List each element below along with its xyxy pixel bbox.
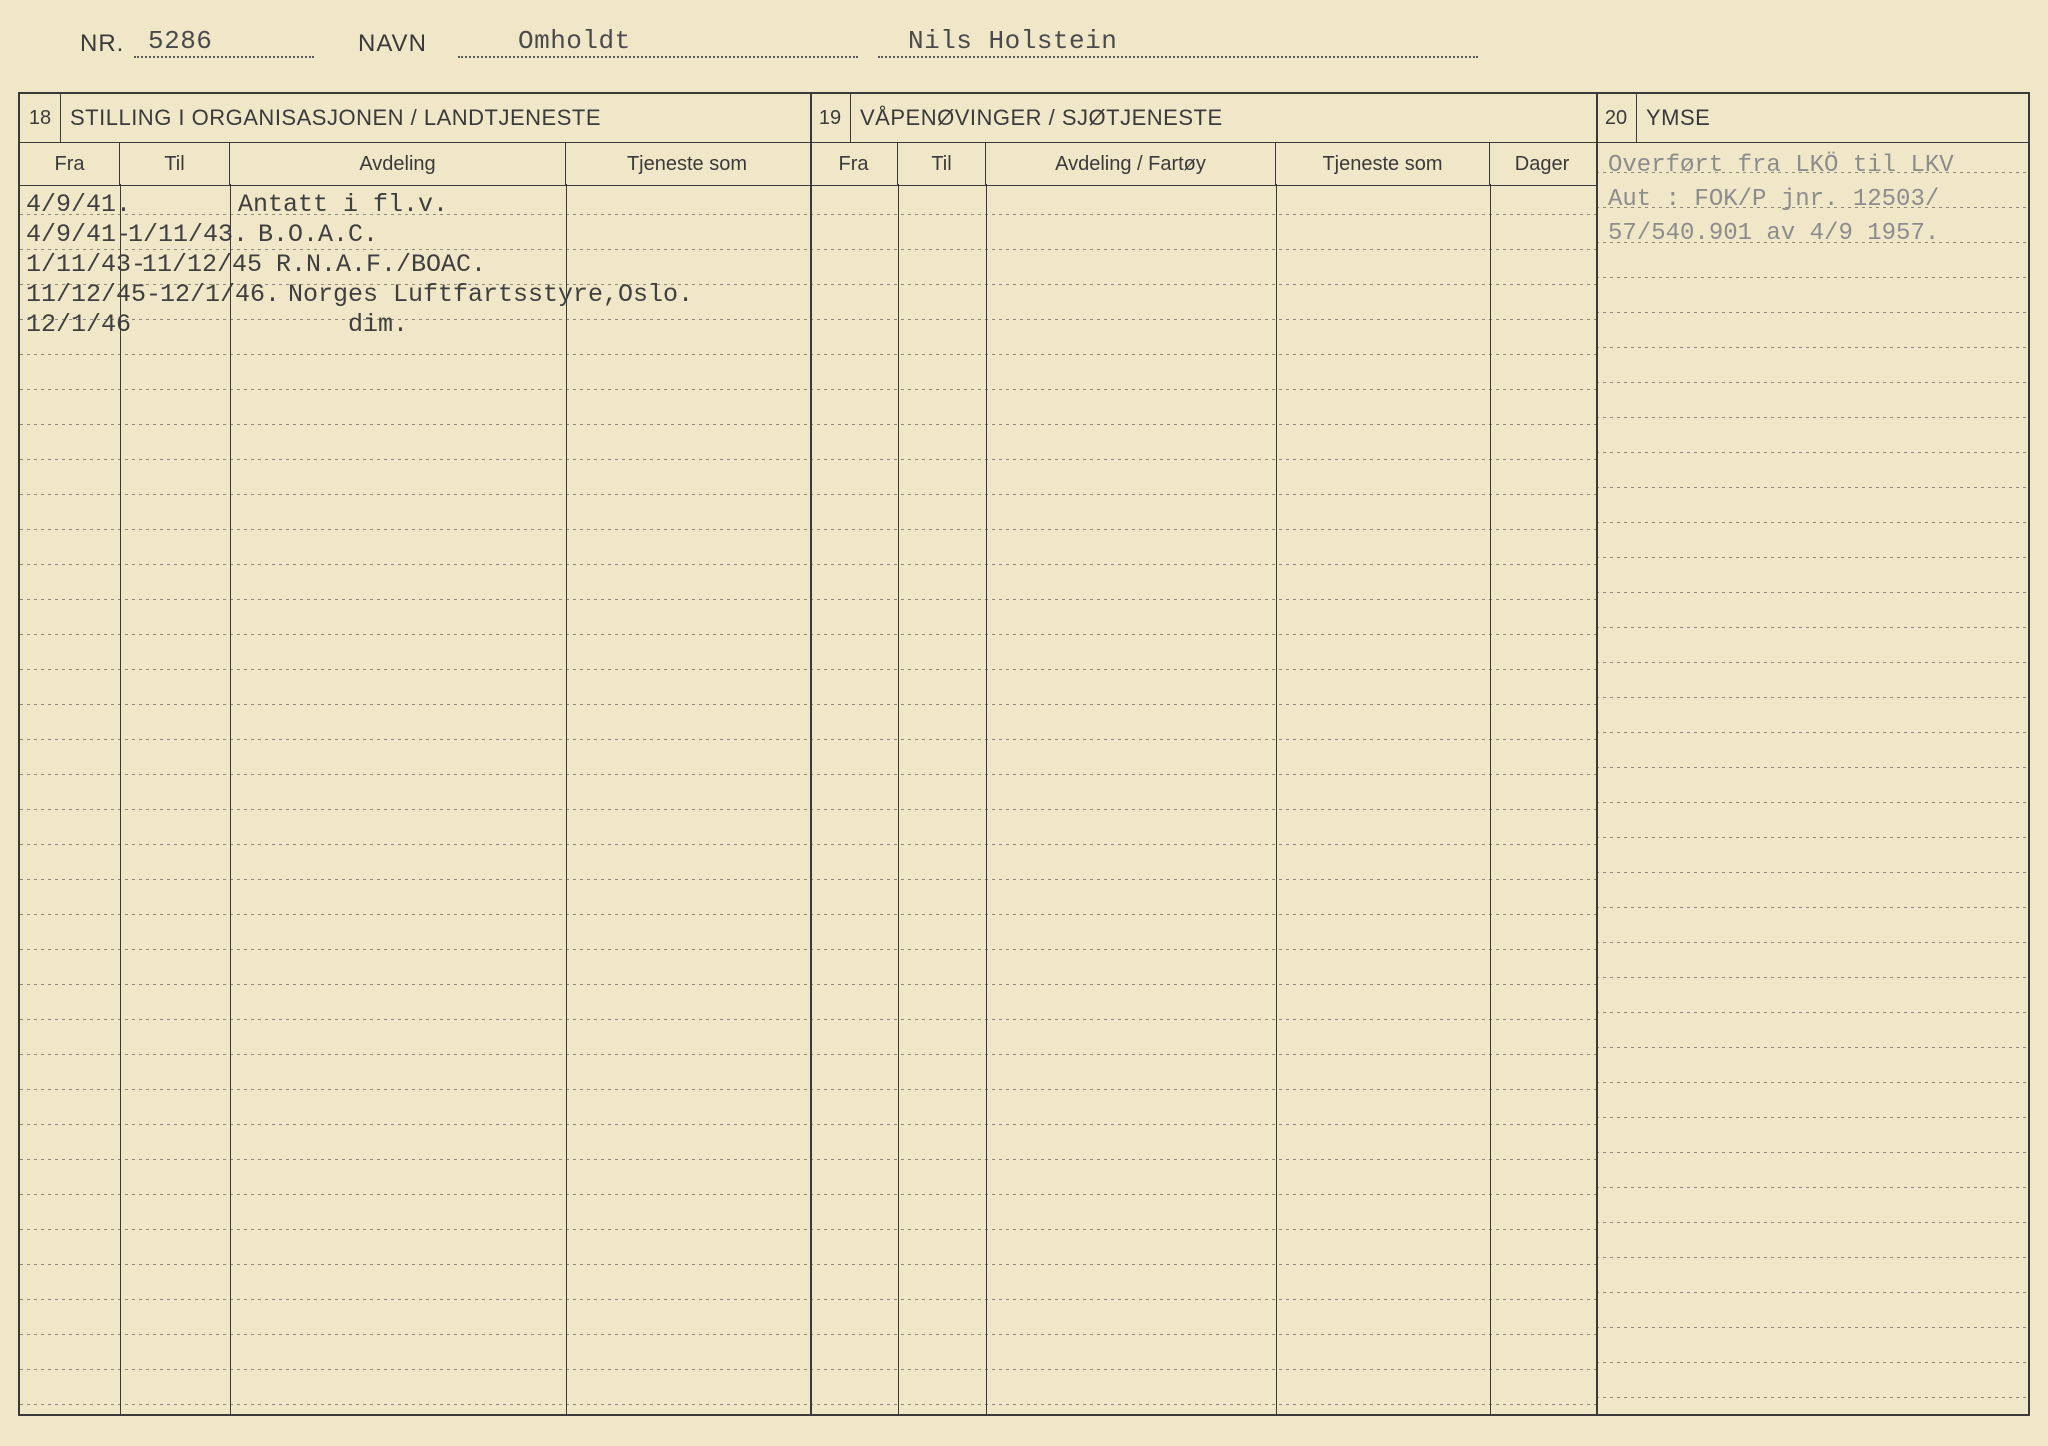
col19-vline-4 [1490, 184, 1491, 1414]
nr-underline [134, 24, 314, 58]
col19-avd-label: Avdeling / Fartøy [986, 143, 1276, 185]
r1-avd: B.O.A.C. [258, 220, 378, 249]
section-18: 18 STILLING I ORGANISASJONEN / LANDTJENE… [20, 94, 812, 1414]
section-19-subheader: Fra Til Avdeling / Fartøy Tjeneste som D… [810, 143, 1596, 186]
col18-vline-3 [566, 184, 567, 1414]
r0-avd: Antatt i fl.v. [238, 190, 448, 219]
col18-vline-1 [120, 184, 121, 1414]
r3-avd: Norges Luftfartsstyre,Oslo. [288, 280, 693, 309]
section-18-body: 4/9/41. Antatt i fl.v. 4/9/41- 1/11/43. … [20, 184, 810, 1414]
col19-vline-1 [898, 184, 899, 1414]
index-card: NR. 5286 NAVN Omholdt Nils Holstein 18 S… [0, 0, 2048, 1446]
section-18-title-row: 18 STILLING I ORGANISASJONEN / LANDTJENE… [20, 94, 810, 143]
section-20-title-row: 20 YMSE [1596, 94, 2028, 143]
r3-til: 12/1/46. [160, 280, 280, 309]
col18-vline-2 [230, 184, 231, 1414]
section-20-dotlines [1596, 142, 2028, 1414]
main-frame: 18 STILLING I ORGANISASJONEN / LANDTJENE… [18, 92, 2030, 1416]
ymse-line-1: Aut : FOK/P jnr. 12503/ [1608, 186, 1939, 213]
r2-fra: 1/11/43- [26, 250, 146, 279]
col18-avd-label: Avdeling [230, 143, 566, 185]
section-19-title: VÅPENØVINGER / SJØTJENESTE [860, 94, 1592, 142]
card-header: NR. 5286 NAVN Omholdt Nils Holstein [18, 24, 2030, 80]
section-19-num: 19 [810, 94, 851, 142]
col19-vline-3 [1276, 184, 1277, 1414]
r1-til: 1/11/43. [128, 220, 248, 249]
section-19-body [810, 184, 1596, 1414]
section-19-title-row: 19 VÅPENØVINGER / SJØTJENESTE [810, 94, 1596, 143]
section-18-title: STILLING I ORGANISASJONEN / LANDTJENESTE [70, 94, 806, 142]
section-18-subheader: Fra Til Avdeling Tjeneste som [20, 143, 810, 186]
col19-tjen-label: Tjeneste som [1276, 143, 1490, 185]
col19-til-label: Til [898, 143, 986, 185]
surname-underline [458, 24, 858, 58]
section-20: 20 YMSE Overført fra LKÖ til LKV Aut : F… [1596, 94, 2028, 1414]
ymse-line-0: Overført fra LKÖ til LKV [1608, 152, 1954, 179]
col19-vline-2 [986, 184, 987, 1414]
section-20-num: 20 [1596, 94, 1637, 142]
ymse-line-2: 57/540.901 av 4/9 1957. [1608, 220, 1939, 247]
col18-tjen-label: Tjeneste som [566, 143, 808, 185]
section-20-title: YMSE [1646, 94, 2024, 142]
section-18-dotlines [20, 184, 810, 1414]
section-20-body: Overført fra LKÖ til LKV Aut : FOK/P jnr… [1596, 142, 2028, 1414]
section-19: 19 VÅPENØVINGER / SJØTJENESTE Fra Til Av… [810, 94, 1598, 1414]
col19-dag-label: Dager [1490, 143, 1594, 185]
r4-avd: dim. [258, 310, 408, 339]
nr-label: NR. [80, 30, 124, 58]
col19-fra-label: Fra [810, 143, 898, 185]
navn-label: NAVN [358, 30, 427, 58]
section-18-num: 18 [20, 94, 61, 142]
r4-fra: 12/1/46 [26, 310, 131, 339]
given-names-underline [878, 24, 1478, 58]
col18-fra-label: Fra [20, 143, 120, 185]
col18-til-label: Til [120, 143, 230, 185]
r1-fra: 4/9/41- [26, 220, 131, 249]
section-19-dotlines [810, 184, 1596, 1414]
r2-avd: R.N.A.F./BOAC. [276, 250, 486, 279]
r2-til: 11/12/45 [142, 250, 262, 279]
r0-fra: 4/9/41. [26, 190, 131, 219]
r3-fra: 11/12/45- [26, 280, 161, 309]
